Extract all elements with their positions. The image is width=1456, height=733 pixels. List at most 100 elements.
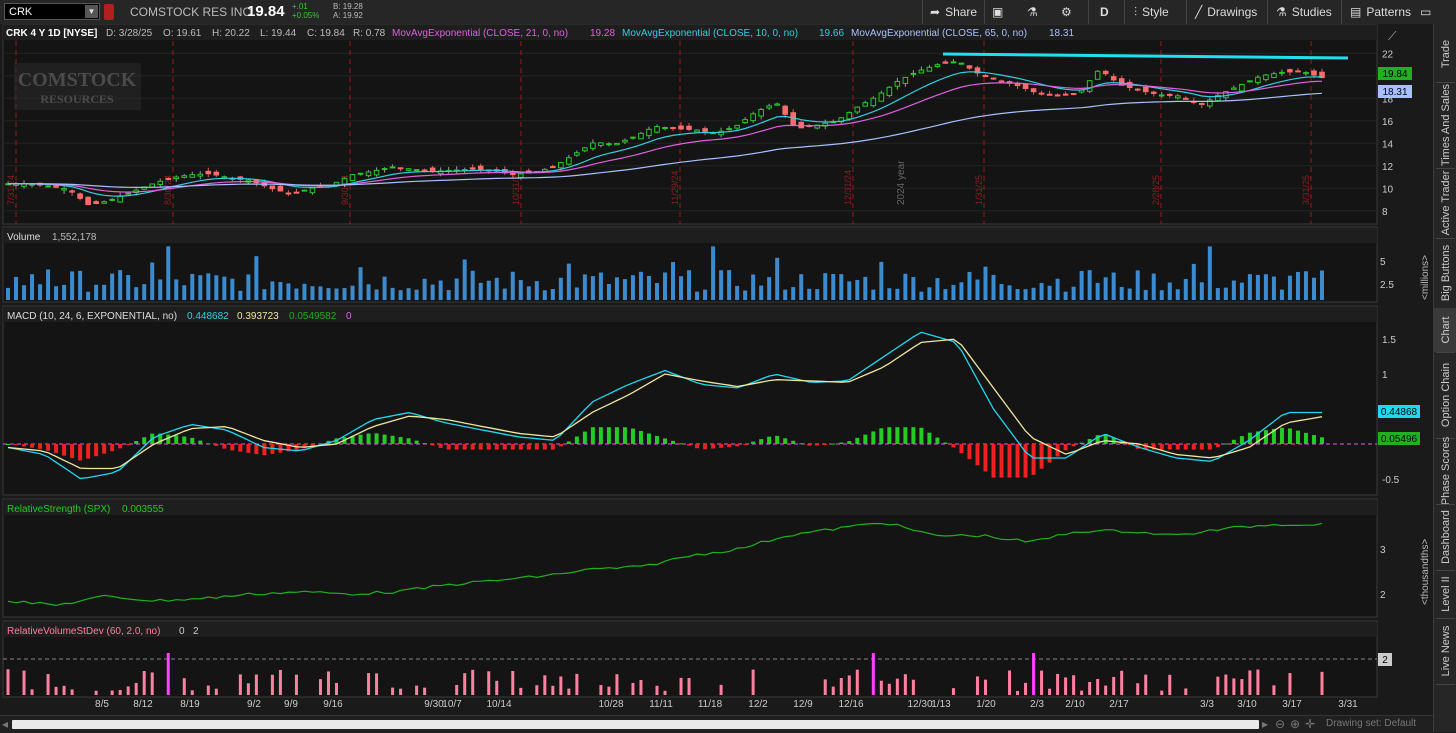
tab-dashboard[interactable]: Dashboard — [1434, 504, 1456, 570]
rvol-bar — [1160, 690, 1164, 695]
macd-hist-bar — [751, 441, 756, 444]
candle-body — [590, 142, 596, 149]
volume-bar — [54, 286, 59, 300]
ema10-label[interactable]: MovAvgExponential (CLOSE, 10, 0, no) — [622, 28, 798, 39]
snapshot-button[interactable]: ▣ — [992, 4, 1008, 20]
macd-hist-bar — [1231, 439, 1236, 444]
tab-live-news[interactable]: Live News — [1434, 618, 1456, 684]
settings-button[interactable]: ⚙ — [1061, 4, 1077, 20]
volume-bar — [831, 273, 836, 300]
ema-21-line — [8, 80, 1323, 193]
link-lock-icon[interactable] — [104, 4, 114, 20]
scroll-left-icon[interactable]: ◂ — [2, 717, 9, 731]
macd-hist-bar — [110, 444, 115, 452]
volume-bar — [46, 269, 51, 300]
price-tick: 18 — [1382, 94, 1394, 105]
tab-option-chain[interactable]: Option Chain — [1434, 352, 1456, 438]
volume-bar — [486, 280, 491, 300]
zoom-in-icon[interactable]: ⊕ — [1290, 717, 1301, 731]
drawing-set-label[interactable]: Drawing set: Default — [1326, 718, 1417, 729]
symbol-input[interactable]: CRK ▼ — [4, 3, 100, 20]
volume-bar — [679, 276, 684, 300]
svg-text:18.31: 18.31 — [1382, 87, 1407, 98]
flask-icon: ⚗ — [1276, 5, 1287, 19]
tab-chart[interactable]: Chart — [1434, 308, 1456, 352]
rs-panel[interactable] — [2, 498, 1378, 618]
candle-body — [1150, 91, 1157, 94]
volume-bar — [542, 290, 547, 300]
price-panel[interactable] — [2, 24, 1378, 225]
macd-hist-bar — [494, 444, 499, 450]
volume-bar — [1135, 270, 1140, 300]
volume-bar — [751, 274, 756, 300]
candle-body — [550, 166, 556, 169]
volume-bar — [270, 281, 275, 300]
volume-bar — [294, 288, 299, 300]
resistance-trendline[interactable] — [942, 52, 1349, 60]
macd-hist-bar — [847, 441, 852, 444]
rvol-bar — [839, 678, 843, 695]
period-button[interactable]: D — [1100, 4, 1109, 20]
scroll-right-icon[interactable]: ▸ — [1262, 717, 1269, 731]
ask: A: 19.92 — [333, 11, 363, 20]
volume-bar — [606, 283, 611, 300]
tab-active-trader[interactable]: Active Trader — [1434, 168, 1456, 238]
drawings-button[interactable]: ╱ Drawings — [1195, 4, 1257, 20]
rvol-bar — [1080, 690, 1084, 695]
volume-bar — [494, 277, 499, 300]
chart-canvas[interactable]: 7/31/24 8/30/24 9/30/24 10/31/24 11/29/24 12/… — [0, 24, 1433, 715]
scrollbar-thumb[interactable] — [12, 720, 1259, 729]
volume-bar — [983, 266, 988, 300]
x-tick: 8/5 — [95, 699, 109, 710]
rvol-bar — [6, 669, 10, 695]
ema21-label[interactable]: MovAvgExponential (CLOSE, 21, 0, no) — [392, 28, 568, 39]
macd-hist-bar — [286, 444, 291, 452]
change-pct: +0.05% — [292, 11, 320, 20]
tab-level-ii[interactable]: Level II — [1434, 570, 1456, 618]
volume-bar — [1279, 289, 1284, 300]
tab-big-buttons[interactable]: Big Buttons — [1434, 238, 1456, 308]
macd-tick: -0.5 — [1382, 475, 1400, 486]
style-button[interactable]: ⫶ Style — [1134, 4, 1169, 20]
macd-hist-bar — [1191, 444, 1196, 450]
expand-button[interactable]: ▭ — [1420, 4, 1436, 20]
patterns-button[interactable]: ▤ Patterns — [1350, 4, 1411, 20]
price-tick: 8 — [1382, 207, 1388, 218]
year-marker: 2024 year — [896, 160, 907, 205]
candle-body — [958, 62, 965, 65]
flask-button[interactable]: ⚗ — [1027, 4, 1043, 20]
macd-hist-bar — [366, 433, 371, 444]
macd-hist-bar — [462, 444, 467, 450]
candle-body — [910, 72, 917, 75]
chevron-down-icon[interactable]: ▼ — [85, 5, 98, 18]
studies-button[interactable]: ⚗ Studies — [1276, 4, 1332, 20]
x-tick: 1/13 — [931, 699, 951, 710]
candle-body — [766, 105, 772, 109]
zoom-out-icon[interactable]: ⊖ — [1275, 717, 1286, 731]
tab-divider — [1436, 238, 1455, 239]
x-tick: 10/14 — [486, 699, 511, 710]
macd-hist-bar — [630, 428, 635, 444]
tab-phase-scores[interactable]: Phase Scores — [1434, 437, 1456, 505]
volume-bar — [791, 287, 796, 300]
volume-bar — [142, 284, 147, 300]
volume-bar — [1223, 287, 1228, 300]
rvol-bar — [911, 679, 915, 695]
price-tick: 10 — [1382, 184, 1394, 195]
ema65-label[interactable]: MovAvgExponential (CLOSE, 65, 0, no) — [851, 28, 1027, 39]
tab-times-and-sales[interactable]: Times And Sales — [1434, 82, 1456, 168]
crosshair-icon[interactable]: ✛ — [1305, 717, 1316, 731]
macd-panel[interactable] — [2, 305, 1378, 496]
tab-trade[interactable]: Trade — [1434, 26, 1456, 82]
last-price: 19.84 — [247, 3, 285, 20]
macd-hist-bar — [38, 444, 43, 449]
volume-bar — [622, 279, 627, 300]
share-button[interactable]: ➦ Share — [930, 4, 977, 20]
axis-scale-icon[interactable]: ⟋ — [1388, 29, 1397, 43]
volume-bar — [903, 273, 908, 300]
volume-bar — [879, 261, 884, 300]
volume-bar — [326, 288, 331, 300]
volume-bar — [446, 290, 451, 300]
rvol-bar — [118, 689, 122, 695]
